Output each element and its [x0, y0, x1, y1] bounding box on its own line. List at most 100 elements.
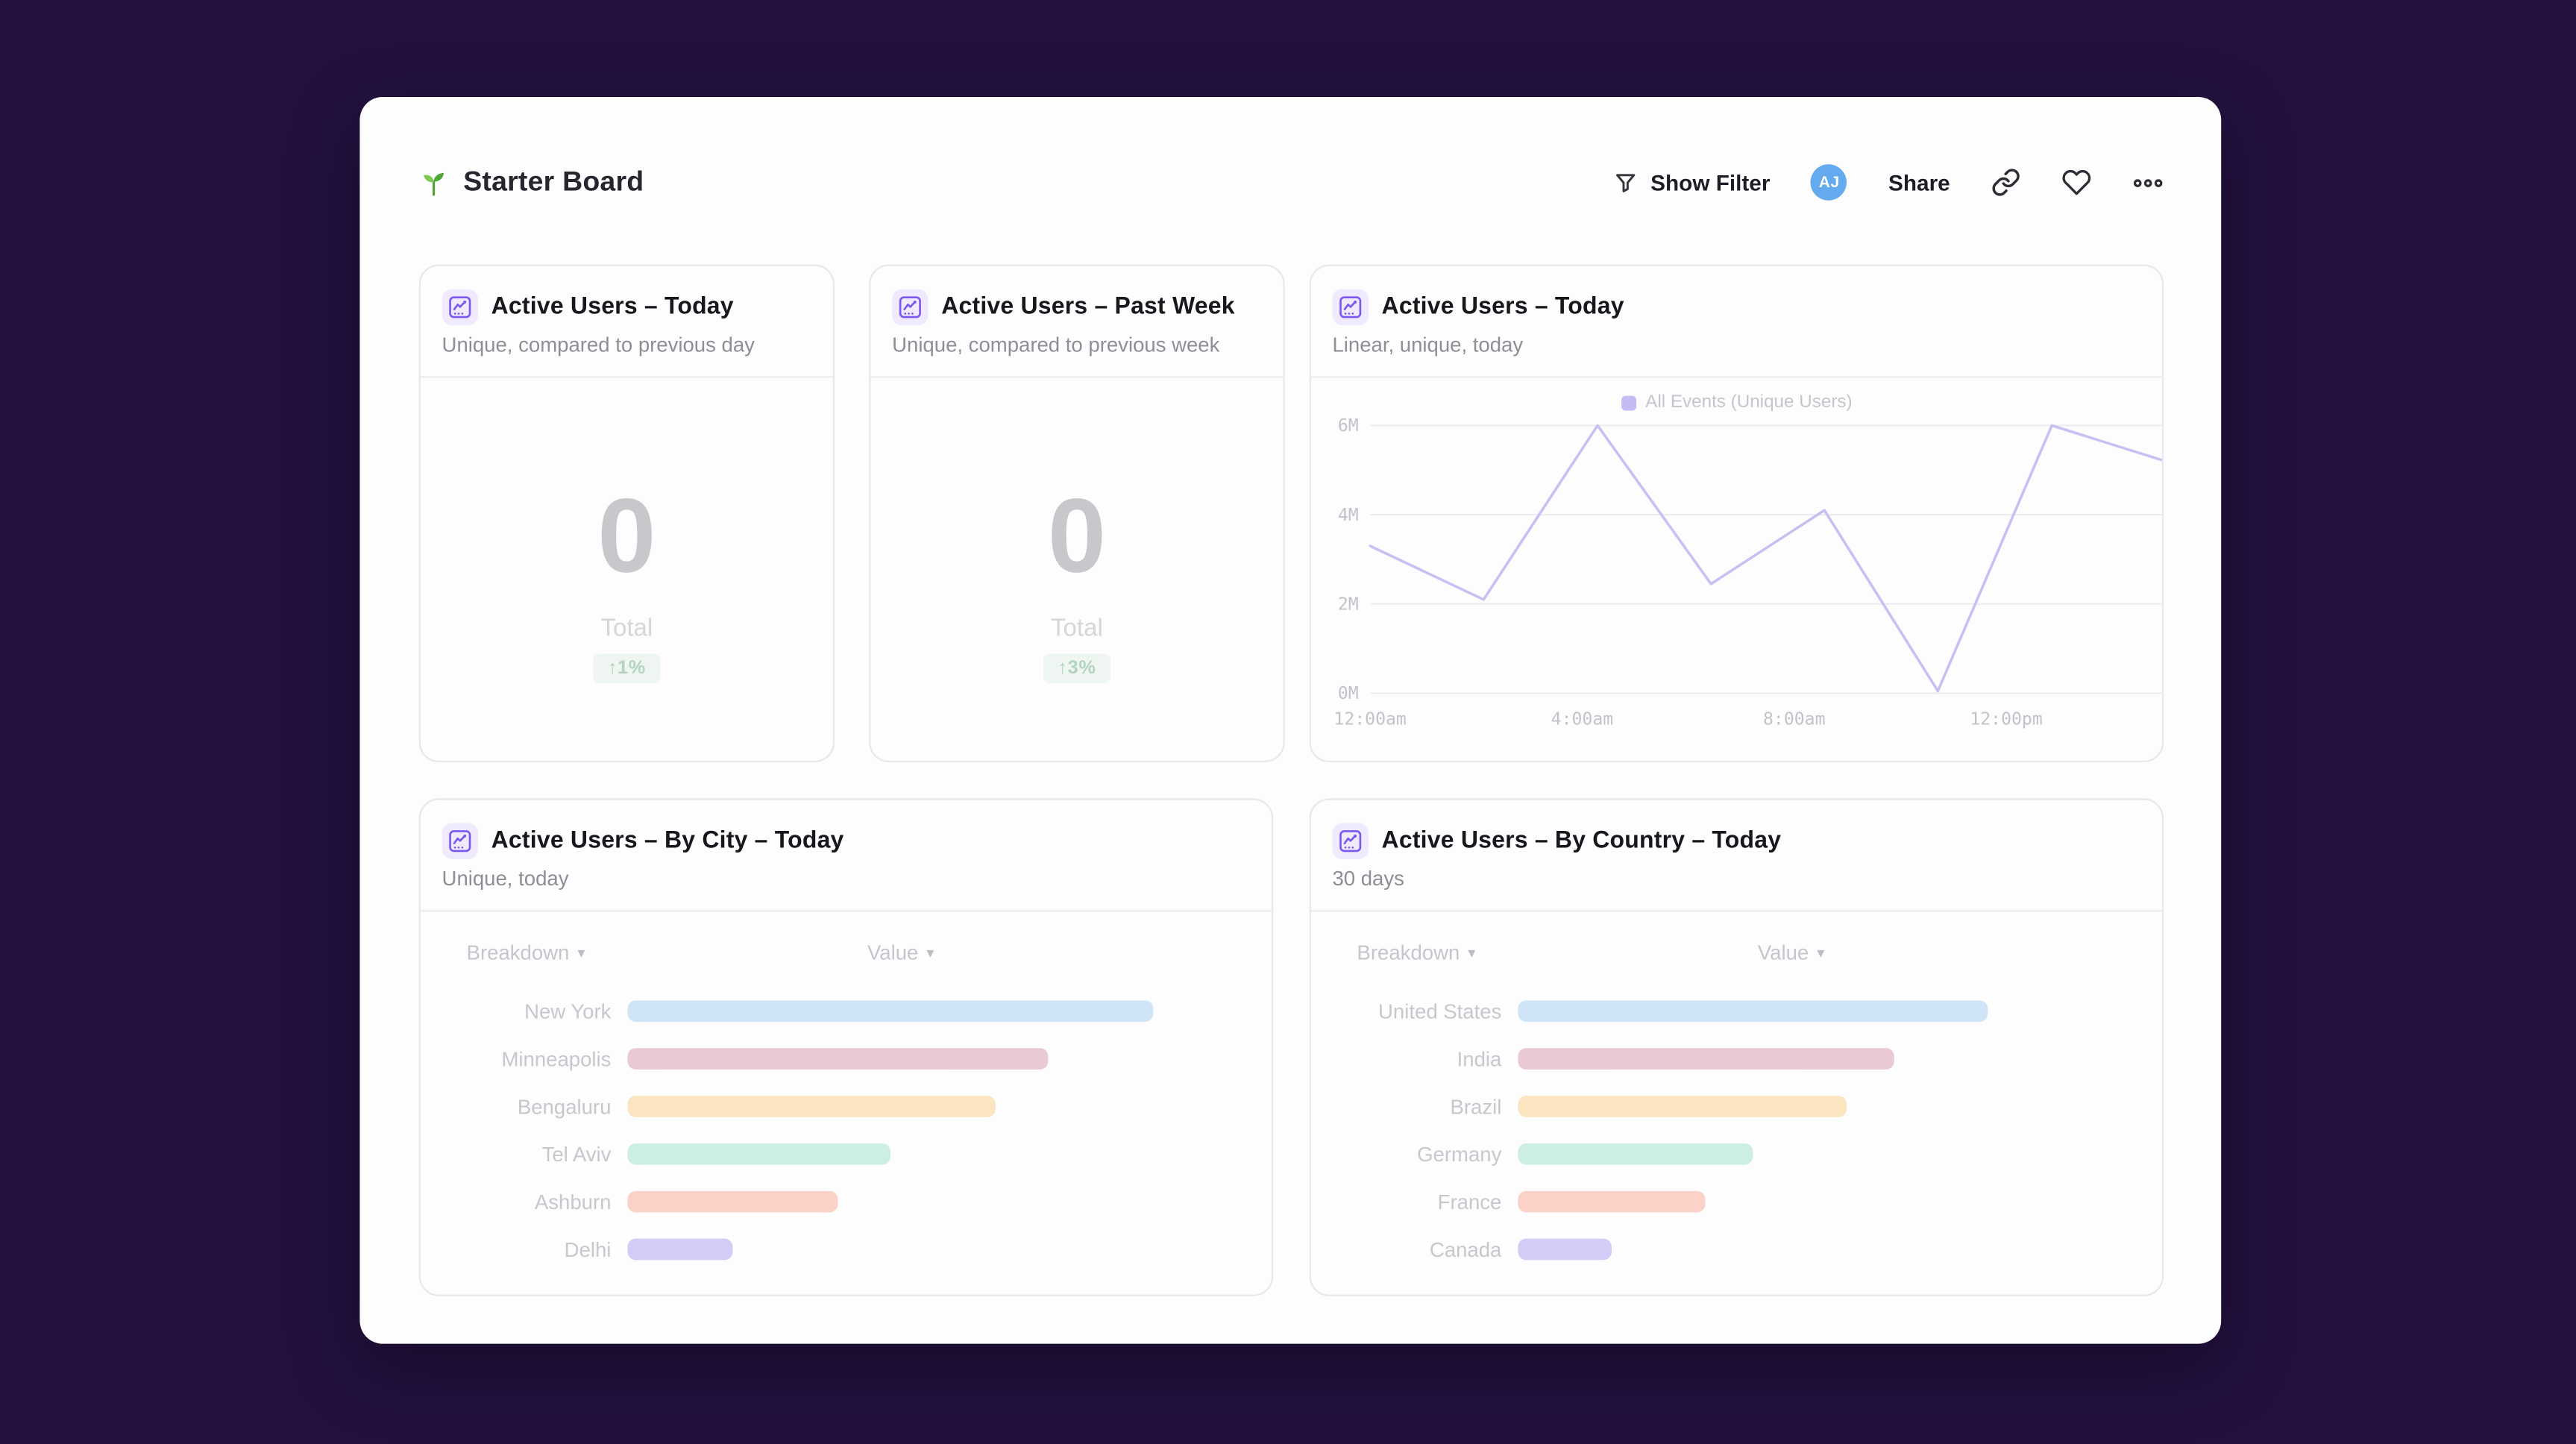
value-column-header[interactable]: Value ▾	[867, 941, 934, 964]
panel-subtitle: 30 days	[1332, 867, 1404, 891]
panel-subtitle: Unique, compared to previous week	[892, 333, 1220, 357]
breakdown-bar[interactable]	[1518, 1190, 1706, 1213]
breakdown-row[interactable]: United States	[1311, 988, 2162, 1035]
breakdown-label: Minneapolis	[501, 1047, 612, 1070]
legend-label: All Events (Unique Users)	[1645, 392, 1853, 412]
panel-title[interactable]: Active Users – By City – Today	[491, 828, 844, 855]
panel-title[interactable]: Active Users – Today	[491, 294, 734, 321]
breakdown-bar[interactable]	[627, 1048, 1049, 1070]
line-series-all-events[interactable]	[1369, 424, 2164, 693]
favorite-button[interactable]	[2062, 168, 2092, 198]
x-axis-tick: 12:00pm	[1970, 709, 2042, 729]
seedling-icon	[419, 168, 449, 198]
chevron-down-icon: ▾	[926, 944, 934, 961]
active-users-line-chart[interactable]: 0M 2M 4M 6M 12:00am 4:00am 8:00am 12:00pm	[1311, 414, 2164, 743]
breakdown-bar[interactable]	[627, 1096, 996, 1117]
panel-active-users-past-week: Active Users – Past Week Unique, compare…	[869, 264, 1285, 762]
stat-label: Total	[1051, 614, 1103, 643]
breakdown-row[interactable]: Bengaluru	[421, 1082, 1272, 1130]
breakdown-bar[interactable]	[1518, 1238, 1612, 1261]
breakdown-bar[interactable]	[1518, 1048, 1894, 1070]
x-axis-tick: 8:00am	[1763, 709, 1825, 729]
panel-active-users-today-chart: Active Users – Today Linear, unique, tod…	[1309, 264, 2164, 762]
breakdown-row[interactable]: Germany	[1311, 1130, 2162, 1178]
breakdown-label: Brazil	[1450, 1094, 1502, 1118]
x-axis-tick: 12:00am	[1333, 709, 1406, 729]
breakdown-label: Delhi	[564, 1237, 612, 1261]
y-axis-tick: 2M	[1338, 594, 1359, 614]
breakdown-row[interactable]: Ashburn	[421, 1178, 1272, 1225]
panel-active-users-by-country: Active Users – By Country – Today 30 day…	[1309, 798, 2164, 1296]
insight-chart-icon	[442, 823, 479, 859]
breakdown-label: Bengaluru	[517, 1094, 612, 1118]
breakdown-label: Canada	[1429, 1237, 1502, 1261]
more-options-icon	[2132, 167, 2164, 198]
chevron-down-icon: ▾	[1817, 944, 1825, 961]
link-icon	[1991, 168, 2021, 198]
breakdown-bar[interactable]	[627, 1238, 733, 1261]
panel-title[interactable]: Active Users – Past Week	[941, 294, 1235, 321]
breakdown-label: Ashburn	[534, 1190, 612, 1214]
breakdown-bar[interactable]	[627, 1190, 838, 1213]
avatar[interactable]: AJ	[1811, 164, 1847, 201]
chart-legend[interactable]: All Events (Unique Users)	[1311, 391, 2162, 414]
breakdown-bar[interactable]	[1518, 1143, 1753, 1165]
breakdown-label: New York	[524, 999, 612, 1023]
x-axis-tick: 4:00am	[1551, 709, 1613, 729]
show-filter-button[interactable]: Show Filter	[1612, 170, 1770, 195]
breakdown-table: United States India Brazil Germany France Can…	[1311, 988, 2162, 1273]
copy-link-button[interactable]	[1991, 168, 2021, 198]
board-title: Starter Board	[463, 166, 644, 198]
breakdown-label: Germany	[1417, 1142, 1502, 1166]
panel-subtitle: Unique, today	[442, 867, 569, 891]
heart-icon	[2062, 168, 2092, 198]
filter-icon	[1612, 170, 1637, 195]
panel-active-users-today: Active Users – Today Unique, compared to…	[418, 264, 835, 762]
chevron-down-icon: ▾	[577, 944, 585, 961]
board-card: Starter Board Show Filter AJ Share	[359, 96, 2222, 1344]
breakdown-row[interactable]: Canada	[1311, 1225, 2162, 1273]
breakdown-bar[interactable]	[627, 1000, 1154, 1022]
panel-title[interactable]: Active Users – Today	[1381, 294, 1624, 321]
panel-title[interactable]: Active Users – By Country – Today	[1381, 828, 1782, 855]
stat-label: Total	[600, 614, 653, 643]
insight-chart-icon	[1332, 289, 1369, 326]
breakdown-row[interactable]: Minneapolis	[421, 1035, 1272, 1083]
breakdown-row[interactable]: India	[1311, 1035, 2162, 1083]
breakdown-bar[interactable]	[1518, 1096, 1847, 1117]
y-axis-tick: 6M	[1338, 416, 1359, 436]
breakdown-column-header[interactable]: Breakdown ▾	[1357, 941, 1476, 964]
value-column-header[interactable]: Value ▾	[1757, 941, 1825, 964]
board-actions: Show Filter AJ Share	[1612, 164, 2164, 201]
legend-swatch-icon	[1621, 395, 1636, 410]
more-options-button[interactable]	[2132, 167, 2164, 198]
breakdown-label: India	[1457, 1047, 1502, 1070]
panel-subtitle: Linear, unique, today	[1332, 333, 1524, 357]
breakdown-label: France	[1437, 1190, 1502, 1214]
breakdown-row[interactable]: France	[1311, 1178, 2162, 1225]
breakdown-row[interactable]: Tel Aviv	[421, 1130, 1272, 1178]
delta-badge: ↑1%	[592, 653, 661, 684]
stat-value: 0	[597, 476, 656, 595]
panel-subtitle: Unique, compared to previous day	[442, 333, 755, 357]
panel-active-users-by-city: Active Users – By City – Today Unique, t…	[418, 798, 1274, 1296]
y-axis-tick: 4M	[1338, 506, 1359, 525]
breakdown-row[interactable]: New York	[421, 988, 1272, 1035]
insight-chart-icon	[442, 289, 479, 326]
insight-chart-icon	[892, 289, 929, 326]
breakdown-bar[interactable]	[627, 1143, 890, 1165]
delta-badge: ↑3%	[1043, 653, 1111, 684]
breakdown-row[interactable]: Brazil	[1311, 1082, 2162, 1130]
share-button[interactable]: Share	[1888, 169, 1950, 195]
board-header: Starter Board Show Filter AJ Share	[419, 163, 2164, 202]
breakdown-table: New York Minneapolis Bengaluru Tel Aviv Ashb…	[421, 988, 1272, 1273]
show-filter-label: Show Filter	[1650, 169, 1771, 195]
breakdown-bar[interactable]	[1518, 1000, 1988, 1022]
breakdown-label: United States	[1378, 999, 1502, 1023]
breakdown-row[interactable]: Delhi	[421, 1225, 1272, 1273]
stat-value: 0	[1047, 476, 1107, 595]
breakdown-column-header[interactable]: Breakdown ▾	[466, 941, 585, 964]
chevron-down-icon: ▾	[1468, 944, 1476, 961]
